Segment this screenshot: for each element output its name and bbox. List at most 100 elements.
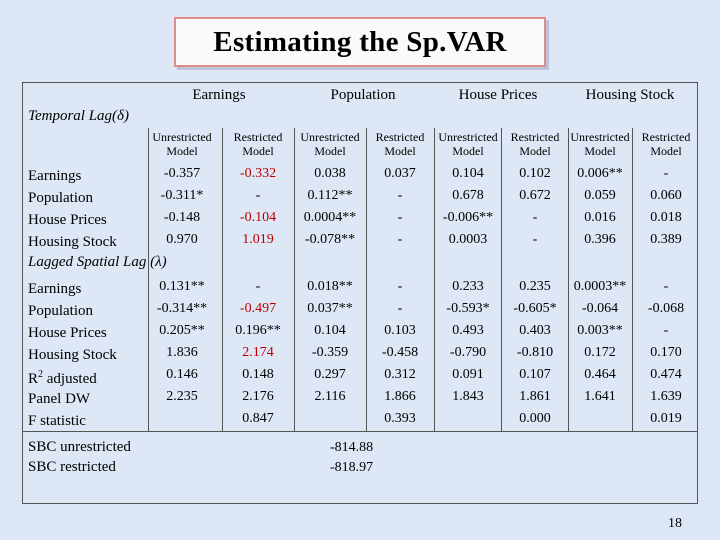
- temporal-cell: -0.311*: [160, 188, 204, 203]
- stats-row-label: F statistic: [28, 413, 86, 429]
- model-header: Restricted Model: [497, 130, 573, 158]
- page-title: Estimating the Sp.VAR: [213, 25, 507, 58]
- model-type: Unrestricted: [570, 130, 630, 144]
- table-bottom-rule: [22, 431, 698, 432]
- temporal-cell: -0.006**: [442, 210, 494, 225]
- group-header: Earnings: [192, 87, 246, 103]
- temporal-cell: -0.078**: [304, 232, 356, 247]
- spatial-cell: -0.064: [581, 301, 619, 316]
- temporal-row-label: Population: [28, 190, 94, 206]
- temporal-cell: 0.0003: [448, 232, 488, 247]
- temporal-cell: -0.104: [239, 210, 277, 225]
- stats-cell: 0.312: [384, 367, 416, 382]
- model-type: Restricted: [233, 130, 283, 144]
- temporal-row-label: Housing Stock: [28, 234, 117, 250]
- temporal-cell: 0.389: [650, 232, 682, 247]
- temporal-cell: -: [532, 210, 538, 225]
- spatial-cell: 0.003**: [577, 323, 623, 338]
- spatial-row-label: Population: [28, 303, 94, 319]
- spatial-cell: 0.131**: [159, 279, 205, 294]
- column-divider: [366, 128, 367, 431]
- sbc-value: -814.88: [330, 440, 374, 455]
- temporal-cell: 0.006**: [577, 166, 623, 181]
- spatial-cell: -0.810: [516, 345, 554, 360]
- temporal-cell: -: [255, 188, 261, 203]
- temporal-cell: -: [397, 210, 403, 225]
- sbc-value: -818.97: [330, 460, 374, 475]
- results-table-panel: [22, 82, 698, 504]
- spatial-row-label: Earnings: [28, 281, 82, 297]
- temporal-cell: 0.059: [584, 188, 616, 203]
- page-number: 18: [668, 516, 682, 531]
- temporal-row-label: Earnings: [28, 168, 82, 184]
- stats-cell: 0.393: [384, 411, 416, 426]
- temporal-cell: 0.038: [314, 166, 346, 181]
- spatial-cell: -: [663, 323, 669, 338]
- stats-cell: 2.176: [242, 389, 274, 404]
- stats-cell: 1.639: [650, 389, 682, 404]
- stats-cell: 0.107: [519, 367, 551, 382]
- column-divider: [501, 128, 502, 431]
- spatial-cell: -0.790: [449, 345, 487, 360]
- stats-cell: 0.000: [519, 411, 551, 426]
- stats-cell: 2.235: [166, 389, 198, 404]
- column-divider: [568, 128, 569, 431]
- temporal-cell: 0.102: [519, 166, 551, 181]
- model-word: Model: [314, 144, 346, 158]
- spatial-cell: -0.458: [381, 345, 419, 360]
- spatial-cell: 0.205**: [159, 323, 205, 338]
- model-header: Unrestricted Model: [144, 130, 220, 158]
- spatial-cell: 0.235: [519, 279, 551, 294]
- spatial-cell: -0.068: [647, 301, 685, 316]
- temporal-cell: -: [532, 232, 538, 247]
- section-temporal-lag: Temporal Lag(δ): [28, 108, 130, 124]
- model-header: Unrestricted Model: [292, 130, 368, 158]
- spatial-cell: 0.018**: [307, 279, 353, 294]
- superscript: 2: [38, 369, 44, 380]
- spatial-cell: -0.314**: [156, 301, 208, 316]
- spatial-cell: -: [255, 279, 261, 294]
- temporal-cell: -: [397, 188, 403, 203]
- spatial-cell: 0.0003**: [573, 279, 627, 294]
- group-header: Housing Stock: [585, 87, 675, 103]
- model-type: Unrestricted: [438, 130, 498, 144]
- stats-cell: 0.464: [584, 367, 616, 382]
- spatial-cell: 2.174: [242, 345, 274, 360]
- model-word: Model: [166, 144, 198, 158]
- stats-cell: 0.847: [242, 411, 274, 426]
- stats-cell: 2.116: [314, 389, 346, 404]
- model-header: Unrestricted Model: [562, 130, 638, 158]
- stats-cell: 1.861: [519, 389, 551, 404]
- spatial-row-label: House Prices: [28, 325, 107, 341]
- spatial-cell: 0.037**: [307, 301, 353, 316]
- model-word: Model: [452, 144, 484, 158]
- spatial-cell: 0.172: [584, 345, 616, 360]
- group-header: Population: [330, 87, 396, 103]
- model-type: Restricted: [510, 130, 560, 144]
- spatial-cell: 0.403: [519, 323, 551, 338]
- stats-cell: 0.019: [650, 411, 682, 426]
- stats-cell: 0.148: [242, 367, 274, 382]
- stats-cell: 0.146: [166, 367, 198, 382]
- stats-cell: 0.474: [650, 367, 682, 382]
- model-word: Model: [519, 144, 551, 158]
- spatial-cell: 0.170: [650, 345, 682, 360]
- temporal-cell: -: [397, 232, 403, 247]
- temporal-row-label: House Prices: [28, 212, 107, 228]
- sbc-label: SBC unrestricted: [28, 439, 131, 455]
- column-divider: [632, 128, 633, 431]
- spatial-cell: -: [397, 301, 403, 316]
- temporal-cell: -0.332: [239, 166, 277, 181]
- temporal-cell: 0.016: [584, 210, 616, 225]
- stats-cell: 0.297: [314, 367, 346, 382]
- model-header: Restricted Model: [220, 130, 296, 158]
- spatial-cell: -: [397, 279, 403, 294]
- stats-row-label: Panel DW: [28, 391, 91, 407]
- spatial-cell: 1.836: [166, 345, 198, 360]
- model-word: Model: [384, 144, 416, 158]
- model-type: Unrestricted: [300, 130, 360, 144]
- temporal-cell: 1.019: [242, 232, 274, 247]
- temporal-cell: 0.678: [452, 188, 484, 203]
- temporal-cell: -0.357: [163, 166, 201, 181]
- spatial-cell: -0.359: [311, 345, 349, 360]
